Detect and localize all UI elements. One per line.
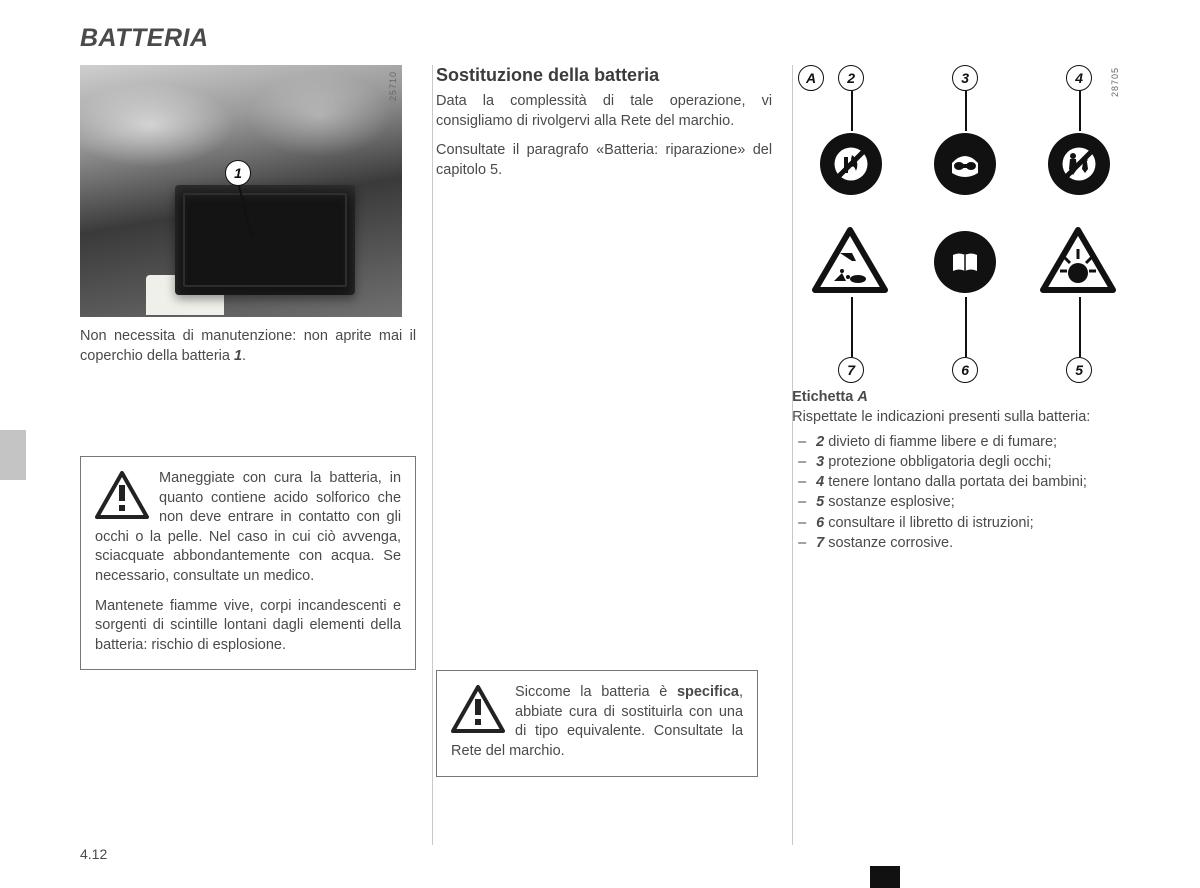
callout-1: 1 [225,160,251,186]
battery-photo: 25710 1 [80,65,402,317]
page-edge-tab [0,430,26,480]
legend-item-number: 2 [816,434,824,450]
no-flame-icon [820,133,882,195]
diagram-balloon-n4: 4 [1066,65,1092,91]
legend-item-text: tenere lontano dalla portata dei bambini… [824,474,1087,490]
three-column-layout: 25710 1 Non necessita di manutenzione: n… [80,65,1140,888]
diagram-pointer [965,297,967,357]
diagram-balloon-n6: 6 [952,357,978,383]
legend-heading: Etichetta A [792,389,868,405]
warning-box: Maneggiate con cura la batteria, in quan… [80,456,416,670]
page-title: BATTERIA [80,24,1140,53]
caption-ref: 1 [234,348,242,364]
legend-item-text: sostanze esplosive; [824,494,955,510]
warning-triangle-icon [95,471,149,526]
warning-box: Siccome la batteria è specifica, abbiate… [436,670,758,776]
diagram-pointer [1079,91,1081,131]
corrosive-icon [812,227,888,293]
diagram-pointer [1079,297,1081,357]
legend-heading-text: Etichetta [792,389,857,405]
legend-item: 3 protezione obbligatoria degli occhi; [792,452,1140,472]
legend-item-number: 4 [816,474,824,490]
diagram-pointer [965,91,967,131]
label-legend: Etichetta A Rispettate le indicazioni pr… [792,387,1140,553]
explosive-icon [1040,227,1116,293]
legend-item: 5 sostanze esplosive; [792,492,1140,512]
diagram-balloon-n5: 5 [1066,357,1092,383]
legend-intro: Rispettate le indicazioni presenti sulla… [792,409,1090,425]
page-number: 4.12 [80,846,107,862]
diagram-pointer [851,91,853,131]
goggles-icon [934,133,996,195]
legend-list: 2 divieto di fiamme libere e di fumare;3… [792,432,1140,554]
legend-item: 4 tenere lontano dalla portata dei bambi… [792,472,1140,492]
section-heading: Sostituzione della batteria [436,65,772,86]
column-2: Sostituzione della batteria Data la comp… [436,65,772,888]
column-divider [432,65,433,845]
legend-item-number: 5 [816,494,824,510]
caption-text: . [242,348,246,364]
diagram-balloon-n7: 7 [838,357,864,383]
photo-ref-code: 25710 [388,71,398,101]
legend-item: 2 divieto di fiamme libere e di fumare; [792,432,1140,452]
warning-paragraph: Mantenete fiamme vive, corpi incandescen… [95,597,401,656]
column-1: 25710 1 Non necessita di manutenzione: n… [80,65,416,888]
diagram-balloon-n2: 2 [838,65,864,91]
caption-text: Non necessita di manutenzione: non aprit… [80,328,416,364]
legend-item: 7 sostanze corrosive. [792,533,1140,553]
thumb-index-mark [870,866,900,888]
read-manual-icon [934,231,996,293]
diagram-balloon-A: A [798,65,824,91]
diagram-pointer [851,297,853,357]
column-3: 28705 A234765 [792,65,1140,888]
legend-item-text: consultare il libretto di istruzioni; [824,515,1034,531]
legend-item-number: 7 [816,535,824,551]
warn-bold: specifica [677,684,739,700]
diagram-balloon-n3: 3 [952,65,978,91]
legend-item-text: divieto di fiamme libere e di fumare; [824,434,1057,450]
legend-item-text: protezione obbligatoria degli occhi; [824,454,1051,470]
manual-page: BATTERIA 25710 1 Non necessita di manute… [0,0,1200,888]
body-paragraph: Consultate il paragrafo «Batteria: ripar… [436,141,772,180]
keep-away-children-icon [1048,133,1110,195]
warning-triangle-icon [451,685,505,740]
warn-text: Siccome la batteria è [515,684,677,700]
body-paragraph: Data la complessità di tale operazione, … [436,92,772,131]
legend-item-number: 3 [816,454,824,470]
callout-balloon: 1 [225,160,251,186]
photo-caption: Non necessita di manutenzione: non aprit… [80,327,416,366]
battery-label-diagram: 28705 A2 3 4 7 6 5 [792,65,1122,387]
legend-item-number: 6 [816,515,824,531]
legend-item: 6 consultare il libretto di istruzioni; [792,513,1140,533]
diagram-ref-code: 28705 [1110,67,1120,97]
legend-item-text: sostanze corrosive. [824,535,953,551]
legend-heading-ref: A [857,389,867,405]
